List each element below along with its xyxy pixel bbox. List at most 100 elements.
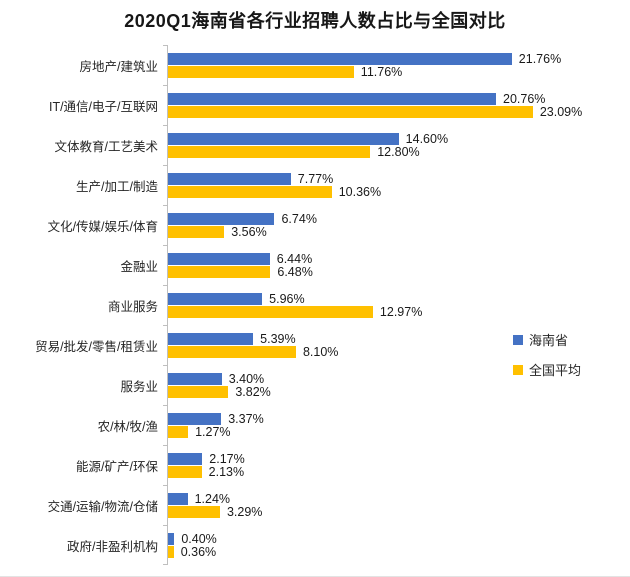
hainan-value-label: 0.40% [181,532,217,546]
bar-line: 12.97% [168,306,622,318]
chart-row: 政府/非盈利机构 0.40% 0.36% [8,525,622,565]
bar-line: 5.39% [168,333,622,345]
chart-row: 服务业 3.40% 3.82% [8,365,622,405]
bar-line: 12.80% [168,146,622,158]
national-bar [168,346,296,358]
bar-group: 2.17% 2.13% [163,445,622,485]
national-bar [168,466,202,478]
chart-row: 农/林/牧/渔 3.37% 1.27% [8,405,622,445]
national-value-label: 12.80% [377,145,420,159]
category-label: 文体教育/工艺美术 [54,139,158,154]
national-bar [168,186,332,198]
bar-group: 5.96% 12.97% [163,285,622,325]
category-label: 农/林/牧/渔 [97,419,158,434]
national-value-label: 3.29% [226,505,263,519]
hainan-value-label: 20.76% [503,92,546,106]
hainan-legend-label: 海南省 [529,333,569,348]
hainan-value-label: 14.60% [405,132,449,146]
national-value-label: 11.76% [360,65,403,79]
chart-legend: 海南省 全国平均 [513,330,581,379]
chart-row: 交通/运输/物流/仓储 1.24% 3.29% [8,485,622,525]
legend-item-hainan: 海南省 [513,330,581,349]
bar-line: 23.09% [168,106,622,118]
category-label: 能源/矿产/环保 [76,459,158,474]
bar-line: 6.48% [168,266,622,278]
national-bar [168,546,174,558]
national-value-label: 23.09% [539,105,583,119]
chart-row: 文化/传媒/娱乐/体育 6.74% 3.56% [8,205,622,245]
national-bar [168,506,220,518]
national-bar [168,66,354,78]
hainan-bar [168,53,512,65]
bar-line: 7.77% [168,173,622,185]
category-label: 交通/运输/物流/仓储 [47,499,158,514]
bar-group: 1.24% 3.29% [163,485,622,525]
chart-row: 金融业 6.44% 6.48% [8,245,622,285]
hainan-value-label: 6.44% [276,252,313,266]
hainan-value-label: 7.77% [297,172,334,186]
bar-line: 0.36% [168,546,622,558]
bar-line: 5.96% [168,293,622,305]
bar-group: 5.39% 8.10% [163,325,622,365]
hainan-value-label: 3.37% [228,412,264,426]
bar-line: 8.10% [168,346,622,358]
bar-line: 1.27% [168,426,622,438]
category-label: 服务业 [120,379,158,394]
hainan-value-label: 5.96% [269,292,305,306]
national-bar [168,426,189,438]
hainan-bar [168,533,175,545]
national-value-label: 10.36% [338,185,382,199]
national-bar [168,146,371,158]
category-label: 商业服务 [107,299,158,314]
national-value-label: 8.10% [302,345,339,359]
bar-line: 1.24% [168,493,622,505]
bar-group: 0.40% 0.36% [163,525,622,565]
national-bar [168,386,229,398]
chart-row: IT/通信/电子/互联网 20.76% 23.09% [8,85,622,125]
category-label: 政府/非盈利机构 [67,539,158,554]
national-bar [168,106,533,118]
category-label: 文化/传媒/娱乐/体育 [47,219,158,234]
bar-line: 2.13% [168,466,622,478]
hainan-value-label: 21.76% [518,52,562,66]
hainan-value-label: 6.74% [281,212,317,226]
chart-row: 贸易/批发/零售/租赁业 5.39% 8.10% [8,325,622,365]
hainan-bar [168,93,496,105]
hainan-value-label: 3.40% [228,372,265,386]
national-value-label: 6.48% [277,265,313,279]
category-label: 金融业 [120,259,158,274]
national-value-label: 3.82% [235,385,271,399]
hainan-value-label: 2.17% [209,452,245,466]
national-value-label: 3.56% [231,225,267,239]
hainan-bar [168,333,254,345]
hainan-bar [168,253,270,265]
bar-line: 10.36% [168,186,622,198]
bar-group: 3.40% 3.82% [163,365,622,405]
category-label: IT/通信/电子/互联网 [48,99,158,114]
hainan-bar [168,213,275,225]
national-value-label: 2.13% [208,465,245,479]
bar-group: 6.44% 6.48% [163,245,622,285]
bar-group: 21.76% 11.76% [163,45,622,85]
chart-row: 商业服务 5.96% 12.97% [8,285,622,325]
national-bar [168,306,373,318]
bar-line: 11.76% [168,66,622,78]
bar-group: 6.74% 3.56% [163,205,622,245]
hainan-value-label: 1.24% [194,492,231,506]
bar-line: 3.29% [168,506,622,518]
legend-item-national: 全国平均 [513,360,581,379]
hainan-bar [168,373,222,385]
chart-row: 文体教育/工艺美术 14.60% 12.80% [8,125,622,165]
bar-line: 20.76% [168,93,622,105]
bar-line: 0.40% [168,533,622,545]
chart-row: 房地产/建筑业 21.76% 11.76% [8,45,622,85]
category-label: 贸易/批发/零售/租赁业 [35,339,158,354]
bar-line: 3.56% [168,226,622,238]
national-bar [168,266,271,278]
national-value-label: 0.36% [180,545,217,559]
national-legend-label: 全国平均 [529,363,582,378]
hainan-legend-swatch [513,334,523,345]
category-label: 房地产/建筑业 [79,59,158,74]
category-label: 生产/加工/制造 [76,179,158,194]
